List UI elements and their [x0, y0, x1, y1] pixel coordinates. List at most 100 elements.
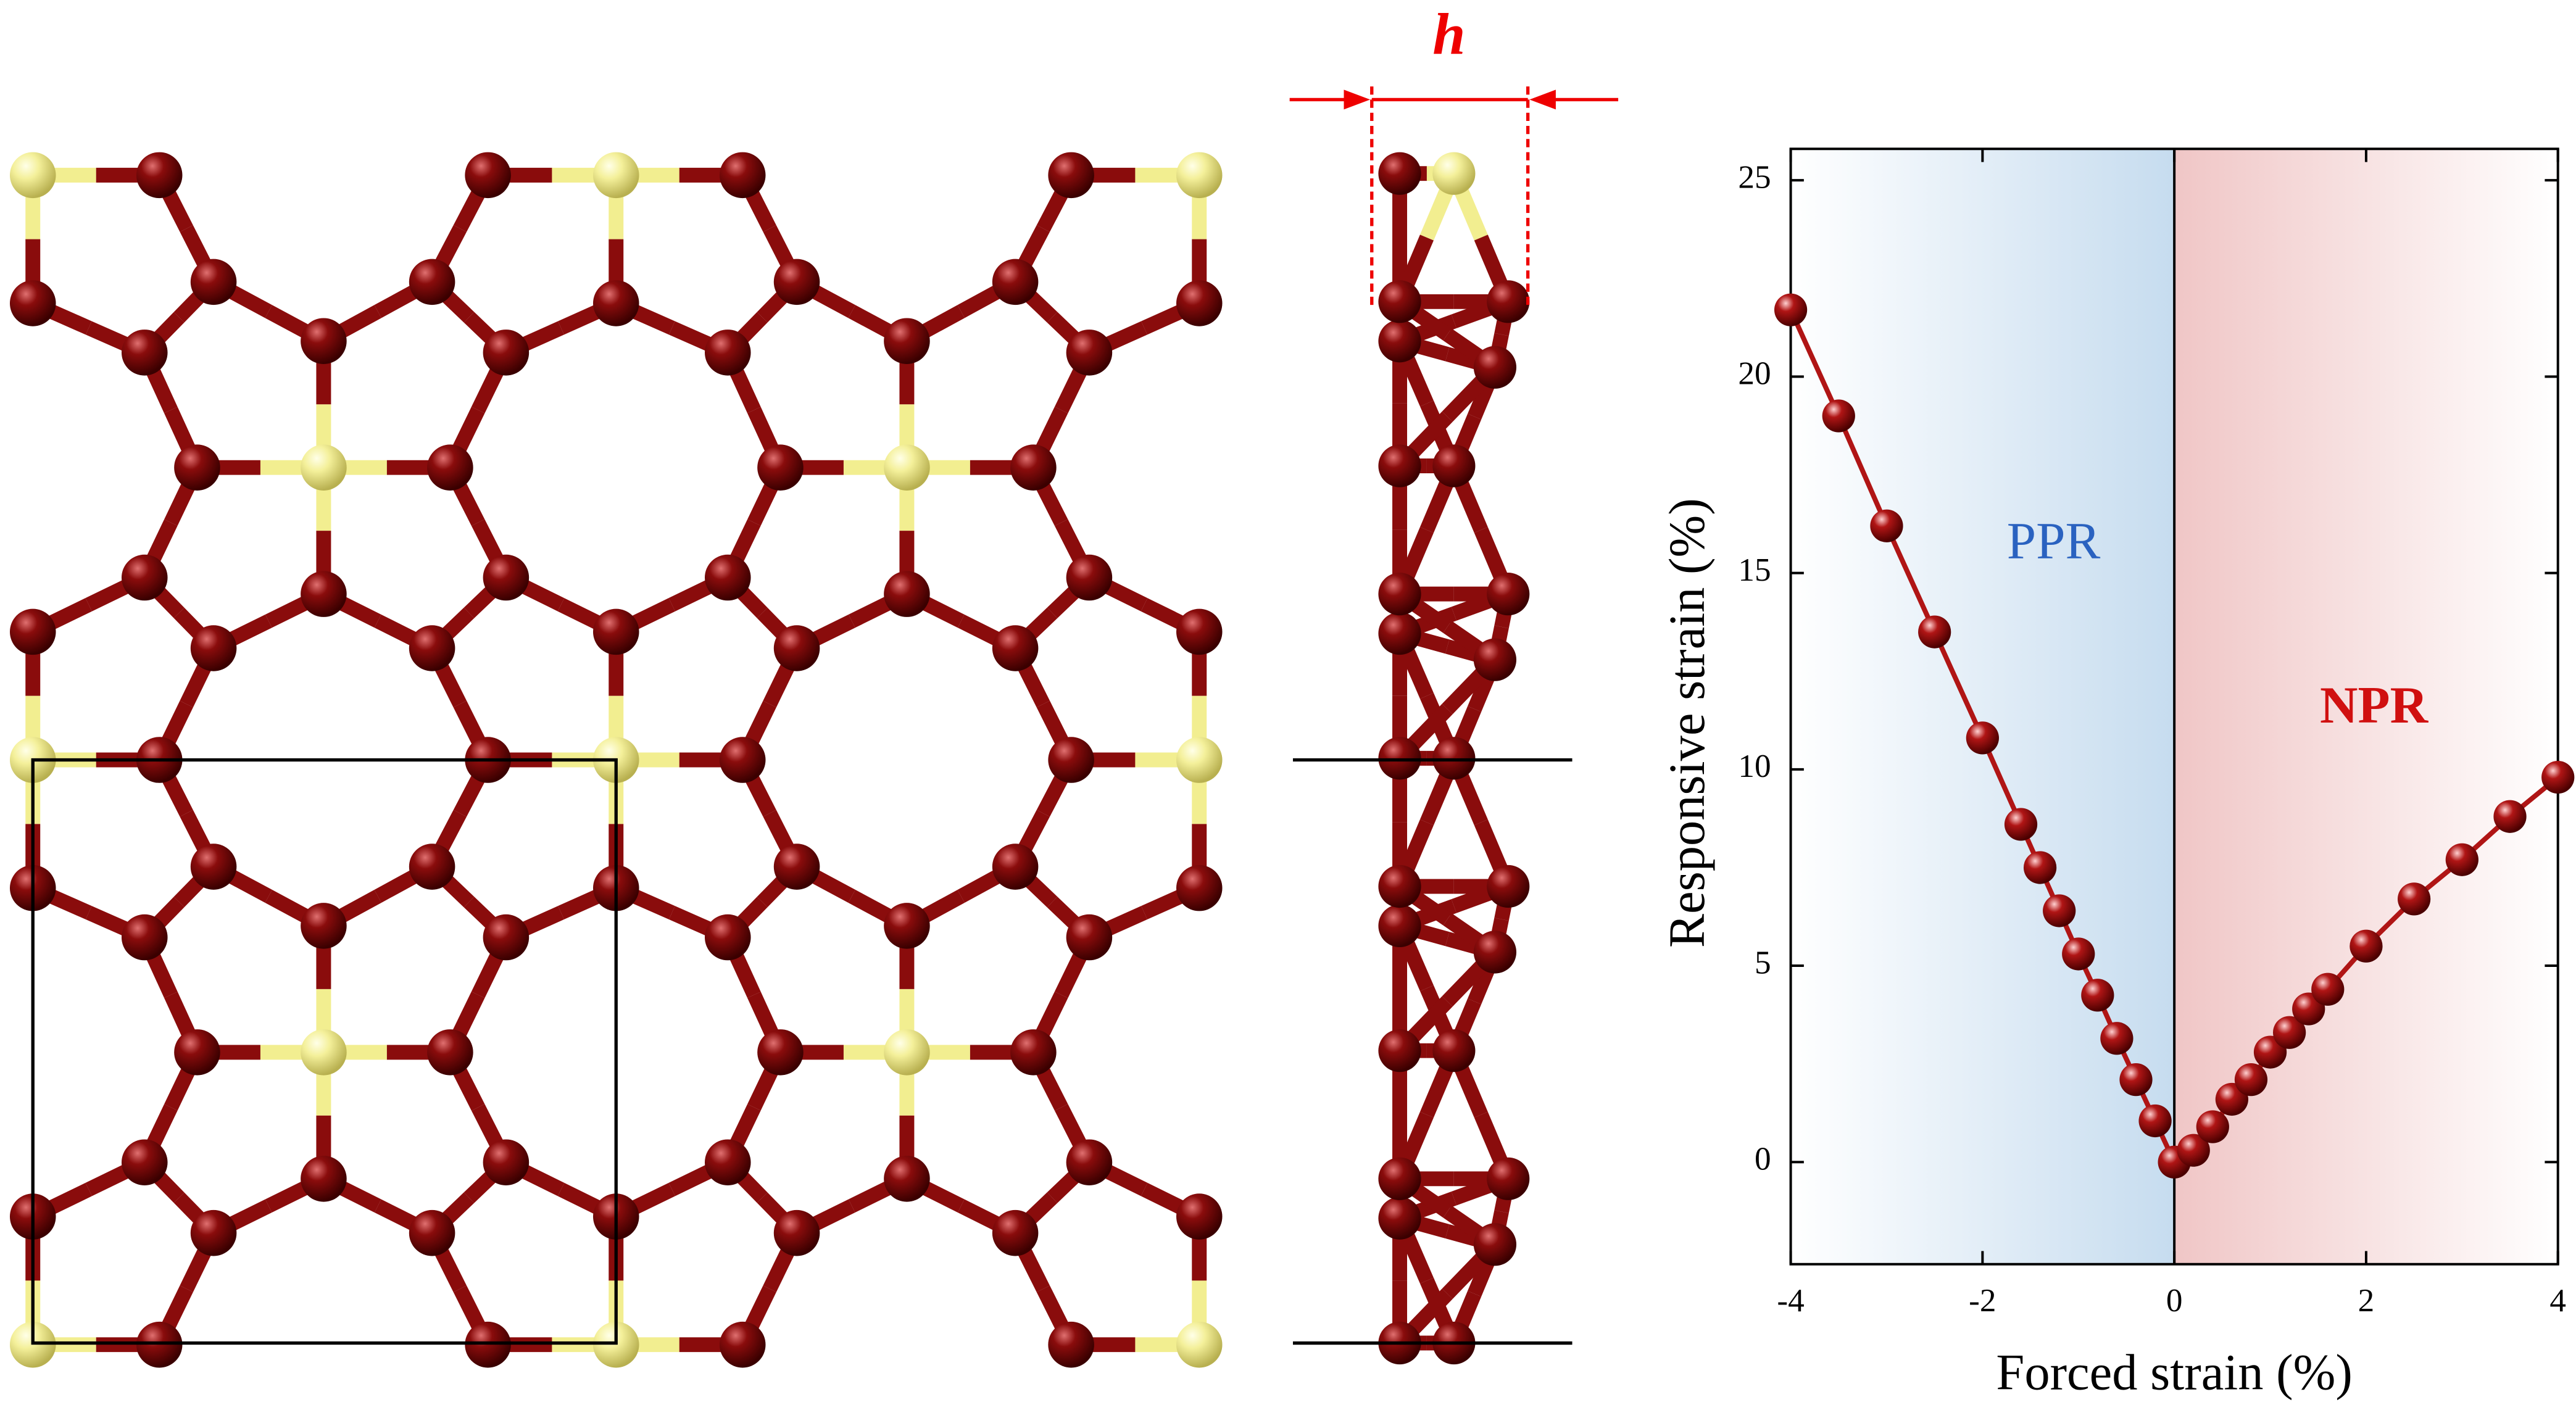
data-point [2196, 1110, 2229, 1143]
atom-b [409, 259, 455, 305]
atom-b [884, 903, 930, 949]
data-point [2138, 1104, 2172, 1138]
annotation: NPR [2320, 676, 2429, 734]
atom-s [884, 444, 930, 491]
data-point [1918, 615, 1951, 649]
x-tick-label: 4 [2549, 1282, 2566, 1319]
y-tick-label: 5 [1755, 944, 1771, 981]
atom-b [483, 554, 530, 601]
atom-b [9, 608, 56, 655]
atom-b [301, 318, 347, 364]
data-point [2023, 851, 2057, 884]
data-point [2541, 760, 2575, 794]
atom-b [174, 1029, 220, 1076]
atom-b [1176, 280, 1223, 326]
atom-b [1176, 608, 1223, 655]
data-point [2081, 979, 2114, 1012]
atom-b [1378, 573, 1421, 616]
data-point [2177, 1134, 2210, 1167]
atom-b [1378, 904, 1421, 947]
atom-b [992, 625, 1039, 671]
atom-b [773, 259, 820, 305]
h-label: h [1432, 2, 1465, 67]
atom-b [465, 152, 511, 199]
atom-s [592, 152, 639, 199]
atom-b [704, 1139, 751, 1185]
atom-b [483, 1139, 530, 1185]
atom-b [190, 259, 237, 305]
data-point [2493, 800, 2527, 833]
atom-b [757, 1029, 804, 1076]
data-point [2119, 1063, 2153, 1097]
atom-s [1432, 152, 1476, 195]
data-point [2100, 1022, 2134, 1055]
atom-b [1473, 1223, 1517, 1266]
atom-s [884, 1029, 930, 1076]
atom-s [301, 1029, 347, 1076]
atom-b [190, 844, 237, 890]
data-point [1822, 399, 1855, 433]
x-tick-label: -4 [1777, 1282, 1804, 1319]
x-tick-label: 2 [2358, 1282, 2375, 1319]
atom-b [773, 625, 820, 671]
atom-s [301, 444, 347, 491]
atom-b [9, 280, 56, 326]
x-axis-label: Forced strain (%) [1996, 1343, 2352, 1400]
atom-b [1048, 1321, 1094, 1368]
atom-b [704, 330, 751, 376]
data-point [2398, 882, 2431, 916]
data-point [2272, 1016, 2306, 1049]
atom-b [1066, 330, 1113, 376]
data-point [2004, 808, 2038, 841]
atom-b [1432, 444, 1476, 487]
atom-b [301, 903, 347, 949]
y-tick-label: 10 [1738, 748, 1771, 784]
arrow-head [1344, 89, 1371, 110]
top-view-structure [9, 152, 1223, 1368]
atom-b [884, 318, 930, 364]
atom-b [483, 330, 530, 376]
atom-s [9, 152, 56, 199]
x-tick-label: 0 [2166, 1282, 2183, 1319]
atom-b [1378, 864, 1421, 908]
atom-b [719, 152, 766, 199]
atom-b [1487, 864, 1530, 908]
atom-b [409, 1209, 455, 1256]
atom-b [483, 914, 530, 961]
atom-b [1176, 1193, 1223, 1240]
data-point [2311, 972, 2345, 1006]
data-point [1966, 721, 1999, 755]
atom-b [592, 608, 639, 655]
atom-b [1487, 1157, 1530, 1200]
atom-b [427, 1029, 473, 1076]
atom-b [1378, 737, 1421, 780]
atom-b [427, 444, 473, 491]
atom-b [1176, 864, 1223, 911]
data-point [1774, 293, 1808, 326]
atom-b [121, 554, 168, 601]
atom-b [1378, 444, 1421, 487]
atom-b [1432, 737, 1476, 780]
atom-b [1378, 320, 1421, 363]
y-tick-label: 0 [1755, 1140, 1771, 1177]
atom-b [174, 444, 220, 491]
atom-b [1378, 1196, 1421, 1240]
x-tick-label: -2 [1969, 1282, 1996, 1319]
data-point [2445, 843, 2478, 876]
atom-b [1378, 280, 1421, 323]
y-axis-label: Responsive strain (%) [1658, 498, 1715, 948]
atom-b [1473, 346, 1517, 389]
atom-b [121, 330, 168, 376]
atom-b [773, 1209, 820, 1256]
atom-b [1048, 152, 1094, 199]
data-point [2234, 1063, 2268, 1097]
atom-b [1066, 554, 1113, 601]
atom-b [301, 571, 347, 617]
atom-b [1010, 1029, 1057, 1076]
data-point [2043, 894, 2076, 927]
atom-b [121, 914, 168, 961]
atom-b [592, 280, 639, 326]
atom-b [884, 1156, 930, 1202]
